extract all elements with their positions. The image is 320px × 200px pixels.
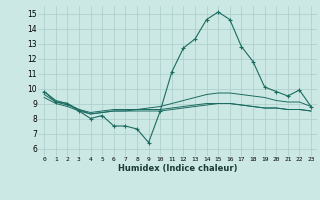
X-axis label: Humidex (Indice chaleur): Humidex (Indice chaleur): [118, 164, 237, 173]
